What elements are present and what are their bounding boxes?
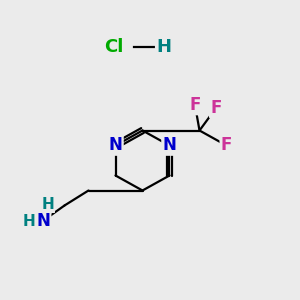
Text: F: F — [210, 99, 222, 117]
Text: F: F — [189, 96, 201, 114]
Text: H: H — [156, 38, 171, 56]
Text: N: N — [109, 136, 122, 154]
Text: Cl: Cl — [104, 38, 124, 56]
Text: F: F — [221, 136, 232, 154]
Text: H: H — [42, 197, 54, 212]
Text: N: N — [163, 136, 176, 154]
Text: H: H — [23, 214, 35, 230]
Text: N: N — [37, 212, 50, 230]
